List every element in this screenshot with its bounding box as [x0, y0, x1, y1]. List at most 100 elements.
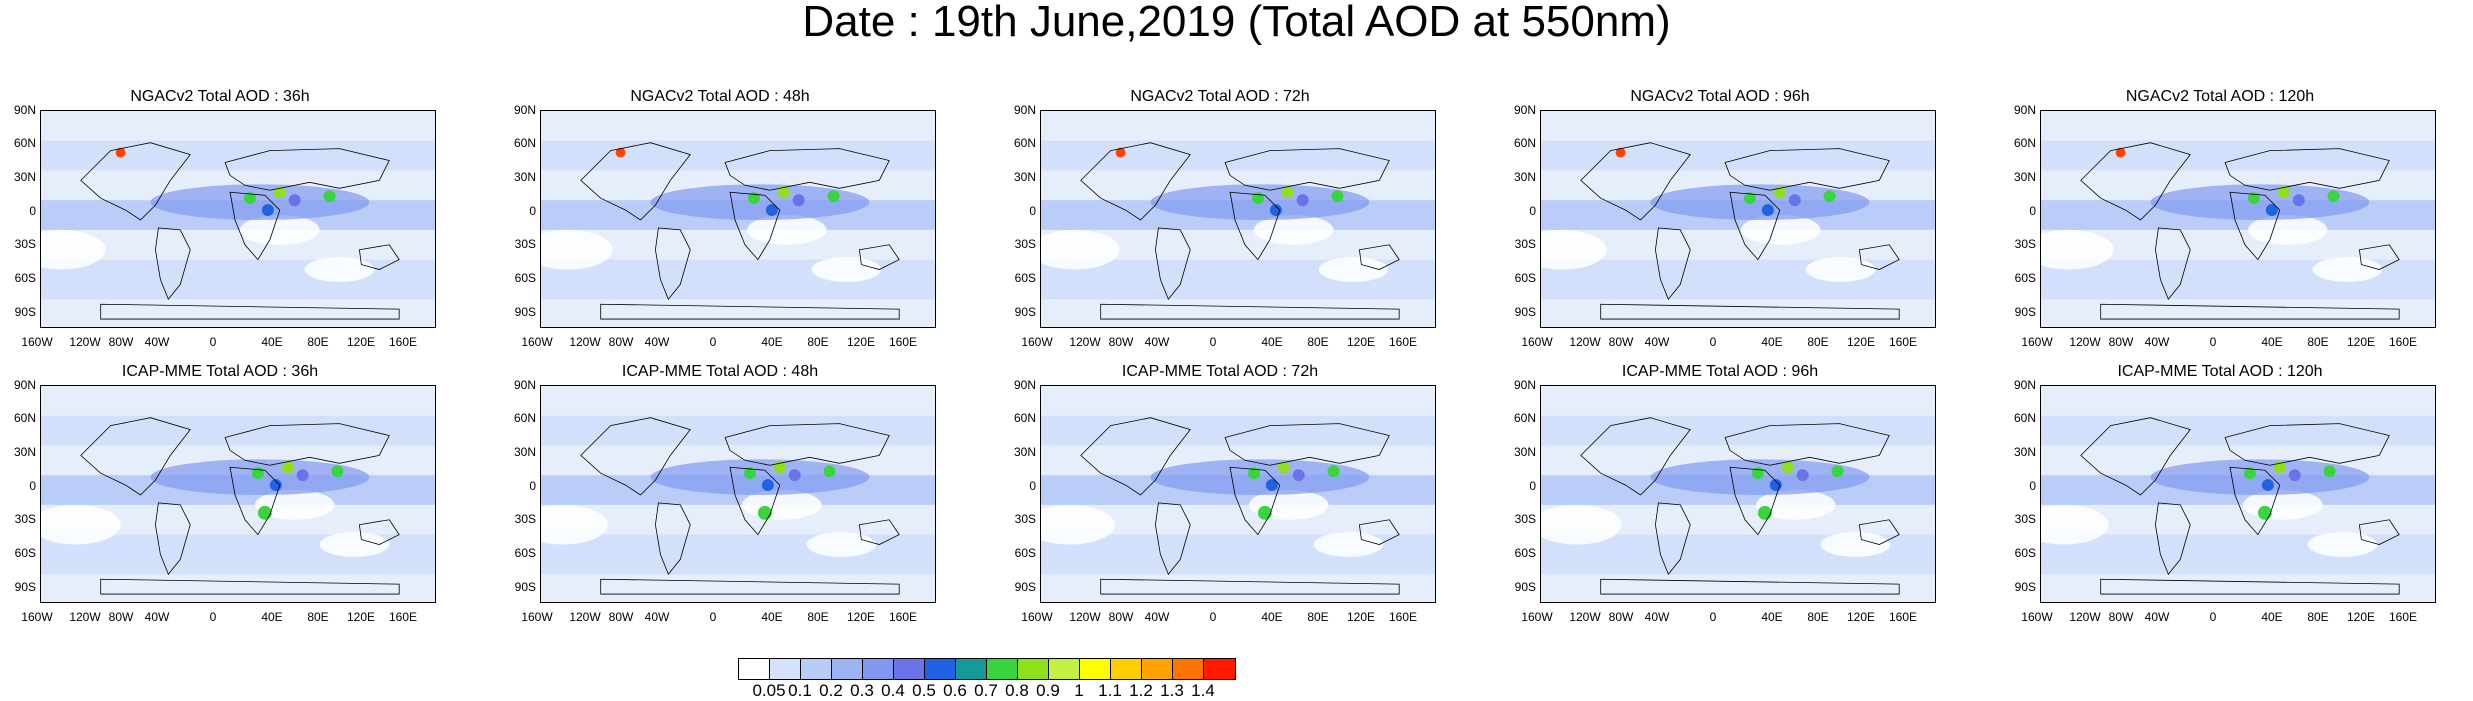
- lat-tick-label: 90N: [513, 378, 536, 392]
- lat-tick-label: 60S: [1514, 271, 1536, 285]
- lon-tick-label: 0: [209, 610, 217, 624]
- lon-tick-label: 40W: [144, 610, 170, 624]
- lon-tick-label: 120E: [346, 610, 376, 624]
- lon-tick-label: 40W: [2144, 335, 2170, 349]
- colorbar-box: [1018, 659, 1049, 679]
- lat-tick-label: 30N: [1013, 445, 1036, 459]
- lat-tick-label: 30S: [1514, 512, 1536, 526]
- colorbar-label: 0.05: [752, 681, 786, 700]
- lat-tick-label: 0: [2029, 479, 2036, 493]
- lat-tick-label: 90N: [13, 378, 36, 392]
- panel-title: NGACv2 Total AOD : 36h: [130, 88, 310, 105]
- lon-tick-label: 160E: [1388, 335, 1418, 349]
- lon-tick-label: 80E: [807, 335, 829, 349]
- lon-tick-label: 160W: [521, 335, 553, 349]
- lat-tick-label: 0: [529, 479, 536, 493]
- aod-map: [40, 110, 436, 328]
- colorbar-label: 1.4: [1191, 681, 1215, 700]
- lon-tick-label: 160E: [2388, 610, 2418, 624]
- aod-map: [1040, 110, 1436, 328]
- lon-tick-label: 120E: [2346, 335, 2376, 349]
- map-panel: ICAP-MME Total AOD : 72h 90N 60N 30N 0 30S 60S…: [1000, 363, 1440, 645]
- lat-tick-label: 30S: [14, 512, 36, 526]
- lon-tick-label: 120W: [69, 335, 101, 349]
- lon-tick-label: 120E: [846, 610, 876, 624]
- lon-tick-label: 80W: [108, 610, 134, 624]
- lon-tick-label: 40W: [644, 335, 670, 349]
- lon-tick-label: 120W: [1069, 335, 1101, 349]
- lon-tick-label: 80E: [307, 610, 329, 624]
- colorbar-label: 0.2: [819, 681, 843, 700]
- lon-tick-label: 40W: [1644, 335, 1670, 349]
- lon-tick-label: 80E: [1307, 610, 1329, 624]
- lat-tick-label: 90S: [14, 580, 36, 594]
- lat-tick-label: 60S: [1014, 546, 1036, 560]
- lon-tick-label: 160W: [2021, 610, 2053, 624]
- lat-tick-label: 90S: [1014, 305, 1036, 319]
- lat-tick-label: 60N: [13, 411, 36, 425]
- lat-tick-label: 60S: [2014, 271, 2036, 285]
- lon-tick-label: 0: [209, 335, 217, 349]
- lon-tick-label: 80E: [807, 610, 829, 624]
- lon-tick-label: 40E: [1761, 335, 1783, 349]
- lon-tick-label: 80W: [1608, 335, 1634, 349]
- map-panel: NGACv2 Total AOD : 96h 90N 60N 30N 0 30S 60S 90…: [1500, 88, 1940, 370]
- colorbar-label: 1: [1074, 681, 1084, 700]
- lon-tick-label: 160W: [1021, 335, 1053, 349]
- lon-tick-label: 40E: [761, 335, 783, 349]
- colorbar-label: 1.2: [1129, 681, 1153, 700]
- map-panel: NGACv2 Total AOD : 36h 90N 60N 30N 0 30S 60S 90…: [0, 88, 440, 370]
- colorbar-box: [987, 659, 1018, 679]
- lat-tick-label: 30S: [514, 512, 536, 526]
- lon-tick-label: 120W: [2069, 335, 2101, 349]
- map-panel: ICAP-MME Total AOD : 120h 90N 60N 30N 0 30S 60…: [2000, 363, 2440, 645]
- panel-title: ICAP-MME Total AOD : 48h: [621, 363, 819, 380]
- lon-tick-label: 120W: [69, 610, 101, 624]
- map-panel: NGACv2 Total AOD : 72h 90N 60N 30N 0 30S 60S 90…: [1000, 88, 1440, 370]
- lat-tick-label: 0: [2029, 204, 2036, 218]
- lon-tick-label: 160W: [2021, 335, 2053, 349]
- lat-tick-label: 60N: [2013, 136, 2036, 150]
- colorbar-box: [770, 659, 801, 679]
- lon-tick-label: 160E: [1888, 610, 1918, 624]
- map-panel: ICAP-MME Total AOD : 36h 90N 60N 30N 0 30S 60S…: [0, 363, 440, 645]
- lat-tick-label: 90N: [1013, 378, 1036, 392]
- lat-tick-label: 30N: [13, 170, 36, 184]
- lon-tick-label: 160W: [21, 610, 53, 624]
- lon-tick-label: 0: [1209, 335, 1217, 349]
- colorbar-label: 0.9: [1036, 681, 1060, 700]
- lon-tick-label: 80E: [1807, 335, 1829, 349]
- colorbar-box: [925, 659, 956, 679]
- lon-tick-label: 40E: [761, 610, 783, 624]
- lon-tick-label: 120E: [1846, 610, 1876, 624]
- lat-tick-label: 90N: [1513, 103, 1536, 117]
- lon-tick-label: 40W: [2144, 610, 2170, 624]
- lat-tick-label: 90S: [2014, 580, 2036, 594]
- lat-tick-label: 90S: [514, 305, 536, 319]
- lon-tick-label: 160E: [388, 610, 418, 624]
- lon-tick-label: 120E: [1346, 610, 1376, 624]
- lon-tick-label: 120W: [569, 610, 601, 624]
- aod-map: [540, 110, 936, 328]
- aod-map: [1540, 385, 1936, 603]
- panel-title: NGACv2 Total AOD : 48h: [630, 88, 810, 105]
- colorbar-label: 0.4: [881, 681, 905, 700]
- lon-tick-label: 40E: [1761, 610, 1783, 624]
- panel-title: ICAP-MME Total AOD : 96h: [1621, 363, 1819, 380]
- lat-tick-label: 90N: [2013, 103, 2036, 117]
- lon-tick-label: 40E: [261, 610, 283, 624]
- lat-tick-label: 60S: [514, 546, 536, 560]
- panel-title: ICAP-MME Total AOD : 120h: [2117, 363, 2323, 380]
- aod-map: [2040, 385, 2436, 603]
- lat-tick-label: 90S: [1514, 305, 1536, 319]
- colorbar-label: 1.3: [1160, 681, 1184, 700]
- lon-tick-label: 160W: [21, 335, 53, 349]
- map-panel: ICAP-MME Total AOD : 48h 90N 60N 30N 0 30S 60S…: [500, 363, 940, 645]
- lat-tick-label: 60N: [513, 411, 536, 425]
- panel-title: NGACv2 Total AOD : 96h: [1630, 88, 1810, 105]
- lat-tick-label: 60N: [1513, 136, 1536, 150]
- lon-tick-label: 80E: [1307, 335, 1329, 349]
- lat-tick-label: 60N: [1513, 411, 1536, 425]
- colorbar-box: [1080, 659, 1111, 679]
- lon-tick-label: 80E: [1807, 610, 1829, 624]
